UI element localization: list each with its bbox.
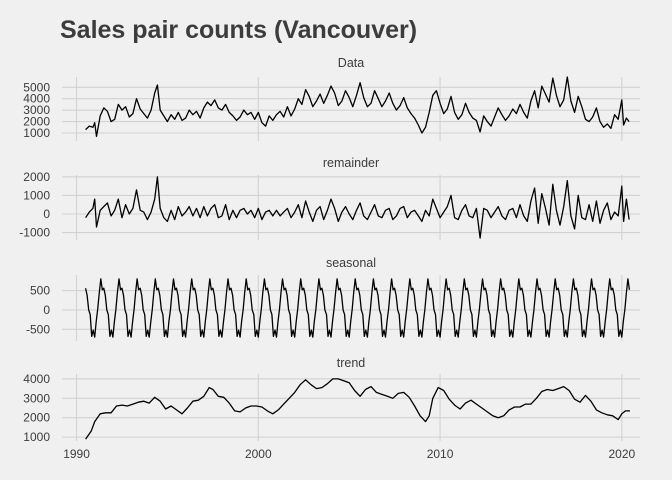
- x-tick-label: 1990: [63, 447, 90, 461]
- y-tick-label: 1000: [23, 188, 50, 202]
- y-tick-label: 2000: [23, 115, 50, 129]
- series-line-trend: [85, 378, 630, 440]
- y-tick-label: 3000: [23, 391, 50, 405]
- series-line-Data: [85, 76, 630, 138]
- y-tick-label: 4000: [23, 92, 50, 106]
- y-tick-label: 0: [43, 207, 50, 221]
- panel-label: seasonal: [326, 256, 376, 270]
- y-tick-label: 4000: [23, 372, 50, 386]
- x-tick-label: 2020: [608, 447, 635, 461]
- y-tick-label: 1000: [23, 430, 50, 444]
- panel-remainder: remainder -1000 0 1000 2000: [19, 156, 640, 240]
- y-tick-label: 2000: [23, 411, 50, 425]
- panel-label: Data: [338, 56, 364, 70]
- y-tick-label: 0: [43, 303, 50, 317]
- panel-label: remainder: [323, 156, 379, 170]
- y-tick-label: 2000: [23, 170, 50, 184]
- x-axis: 1990 2000 2010 2020: [63, 447, 635, 461]
- series-line-seasonal: [84, 278, 631, 338]
- panel-trend: trend 1000 2000 3000 4000: [23, 356, 640, 444]
- chart-title: Sales pair counts (Vancouver): [60, 16, 417, 44]
- y-tick-label: -500: [26, 322, 50, 336]
- x-tick-label: 2010: [427, 447, 454, 461]
- y-tick-label: 1000: [23, 126, 50, 140]
- panel-seasonal: seasonal -500 0 500: [26, 256, 640, 341]
- series-line-remainder: [85, 176, 630, 239]
- chart-panels: Data10002000300040005000remainder-100001…: [19, 56, 640, 444]
- panel-label: trend: [337, 356, 366, 370]
- x-tick-label: 2000: [245, 447, 272, 461]
- y-tick-label: 500: [30, 284, 50, 298]
- y-tick-label: -1000: [19, 226, 50, 240]
- y-tick-label: 5000: [23, 80, 50, 94]
- y-tick-label: 3000: [23, 103, 50, 117]
